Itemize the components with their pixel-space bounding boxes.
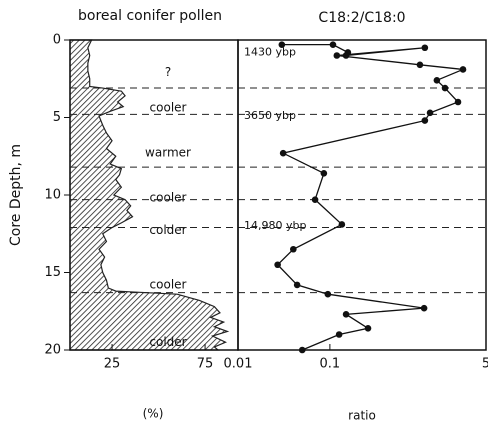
ratio-title: C18:2/C18:0 <box>318 10 405 26</box>
ratio-point <box>290 245 297 253</box>
pollen-title: boreal conifer pollen <box>78 8 222 24</box>
ratio-point <box>335 331 343 338</box>
ratio-point <box>338 221 346 228</box>
zone-label: warmer <box>145 146 191 160</box>
ratio-point <box>333 52 341 59</box>
x-tick-label: 0.01 <box>224 357 253 372</box>
ratio-point <box>278 41 286 48</box>
ratio-point <box>459 66 467 73</box>
panel-frame <box>237 39 487 351</box>
y-tick-label: 20 <box>44 343 61 358</box>
ratio-point <box>426 109 434 117</box>
ratio-point <box>441 84 449 92</box>
ratio-point <box>421 44 429 52</box>
x-tick-label: 0.1 <box>320 357 341 372</box>
ratio-point <box>433 77 441 84</box>
y-tick-label: 10 <box>44 188 61 203</box>
zone-label: cooler <box>150 101 187 115</box>
zone-label: cooler <box>150 191 187 205</box>
age-label: 1430 ybp <box>244 45 296 58</box>
age-label: 3650 ybp <box>244 109 296 122</box>
ratio-line <box>276 44 464 351</box>
ratio-point <box>454 98 462 106</box>
ratio-point <box>311 196 319 203</box>
ratio-point <box>364 325 372 332</box>
ratio-point <box>342 52 350 59</box>
pollen-profile <box>69 39 230 351</box>
y-axis-label: Core Depth, m <box>8 144 24 246</box>
age-label: 14,980 ybp <box>244 219 306 232</box>
ratio-x-label: ratio <box>348 409 376 423</box>
y-tick-label: 15 <box>44 265 61 280</box>
zone-label: ? <box>165 65 171 79</box>
ratio-point <box>416 61 424 69</box>
zone-label: colder <box>149 335 186 349</box>
ratio-point <box>420 304 428 312</box>
ratio-point <box>320 170 328 177</box>
pollen-x-label: (%) <box>143 407 164 421</box>
zone-label: colder <box>149 223 186 237</box>
ratio-point <box>421 117 429 124</box>
x-tick-label: 75 <box>197 357 214 372</box>
y-tick-label: 0 <box>53 33 61 48</box>
ratio-point <box>274 261 281 269</box>
y-tick-label: 5 <box>53 110 61 125</box>
ratio-point <box>329 41 337 48</box>
ratio-point <box>293 281 301 289</box>
ratio-point <box>279 149 287 157</box>
x-tick-label: 5 <box>482 357 488 372</box>
ratio-point <box>324 290 332 298</box>
ratio-point <box>342 311 350 318</box>
zone-label: cooler <box>150 277 187 291</box>
x-tick-label: 25 <box>104 357 121 372</box>
